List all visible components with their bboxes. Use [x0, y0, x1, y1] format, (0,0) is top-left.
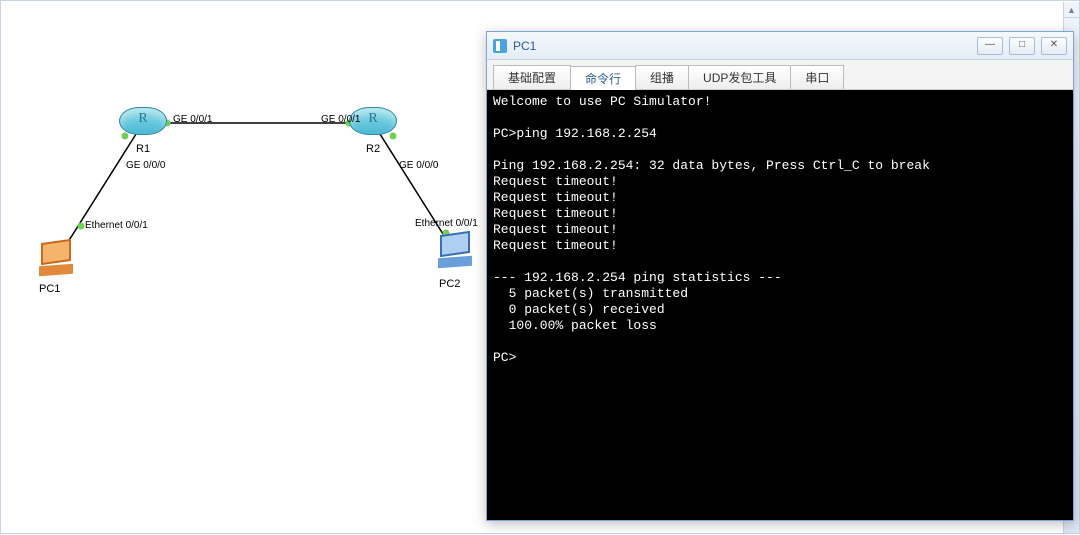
app-icon	[493, 39, 507, 53]
minimize-button[interactable]: —	[977, 37, 1003, 55]
window-title: PC1	[513, 39, 971, 53]
pc1-icon[interactable]	[36, 241, 76, 281]
port-label: GE 0/0/1	[173, 114, 212, 125]
node-label-pc2: PC2	[439, 278, 460, 290]
maximize-button[interactable]: □	[1009, 37, 1035, 55]
pc1-window[interactable]: PC1 — □ ✕ 基础配置 命令行 组播 UDP发包工具 串口 Welcome…	[486, 31, 1074, 521]
router-glyph: R	[119, 111, 167, 127]
port-label: Ethernet 0/0/1	[415, 218, 478, 229]
port-label: GE 0/0/0	[126, 160, 165, 171]
port-label: GE 0/0/1	[321, 114, 360, 125]
tab-command-line[interactable]: 命令行	[570, 66, 636, 90]
tab-basic-config[interactable]: 基础配置	[493, 65, 571, 89]
scroll-up-icon[interactable]: ▲	[1064, 2, 1079, 18]
node-label-pc1: PC1	[39, 283, 60, 295]
tab-udp-tool[interactable]: UDP发包工具	[688, 65, 791, 89]
close-button[interactable]: ✕	[1041, 37, 1067, 55]
tab-multicast[interactable]: 组播	[635, 65, 689, 89]
router-r1-icon[interactable]: R	[119, 107, 167, 139]
port-label: Ethernet 0/0/1	[85, 220, 148, 231]
node-label-r1: R1	[136, 143, 150, 155]
tab-strip: 基础配置 命令行 组播 UDP发包工具 串口	[487, 60, 1073, 90]
pc2-icon[interactable]	[435, 233, 475, 273]
node-label-r2: R2	[366, 143, 380, 155]
port-status-dot	[78, 223, 85, 230]
port-label: GE 0/0/0	[399, 160, 438, 171]
tab-serial[interactable]: 串口	[790, 65, 844, 89]
window-titlebar[interactable]: PC1 — □ ✕	[487, 32, 1073, 60]
terminal-output[interactable]: Welcome to use PC Simulator! PC>ping 192…	[487, 90, 1073, 520]
